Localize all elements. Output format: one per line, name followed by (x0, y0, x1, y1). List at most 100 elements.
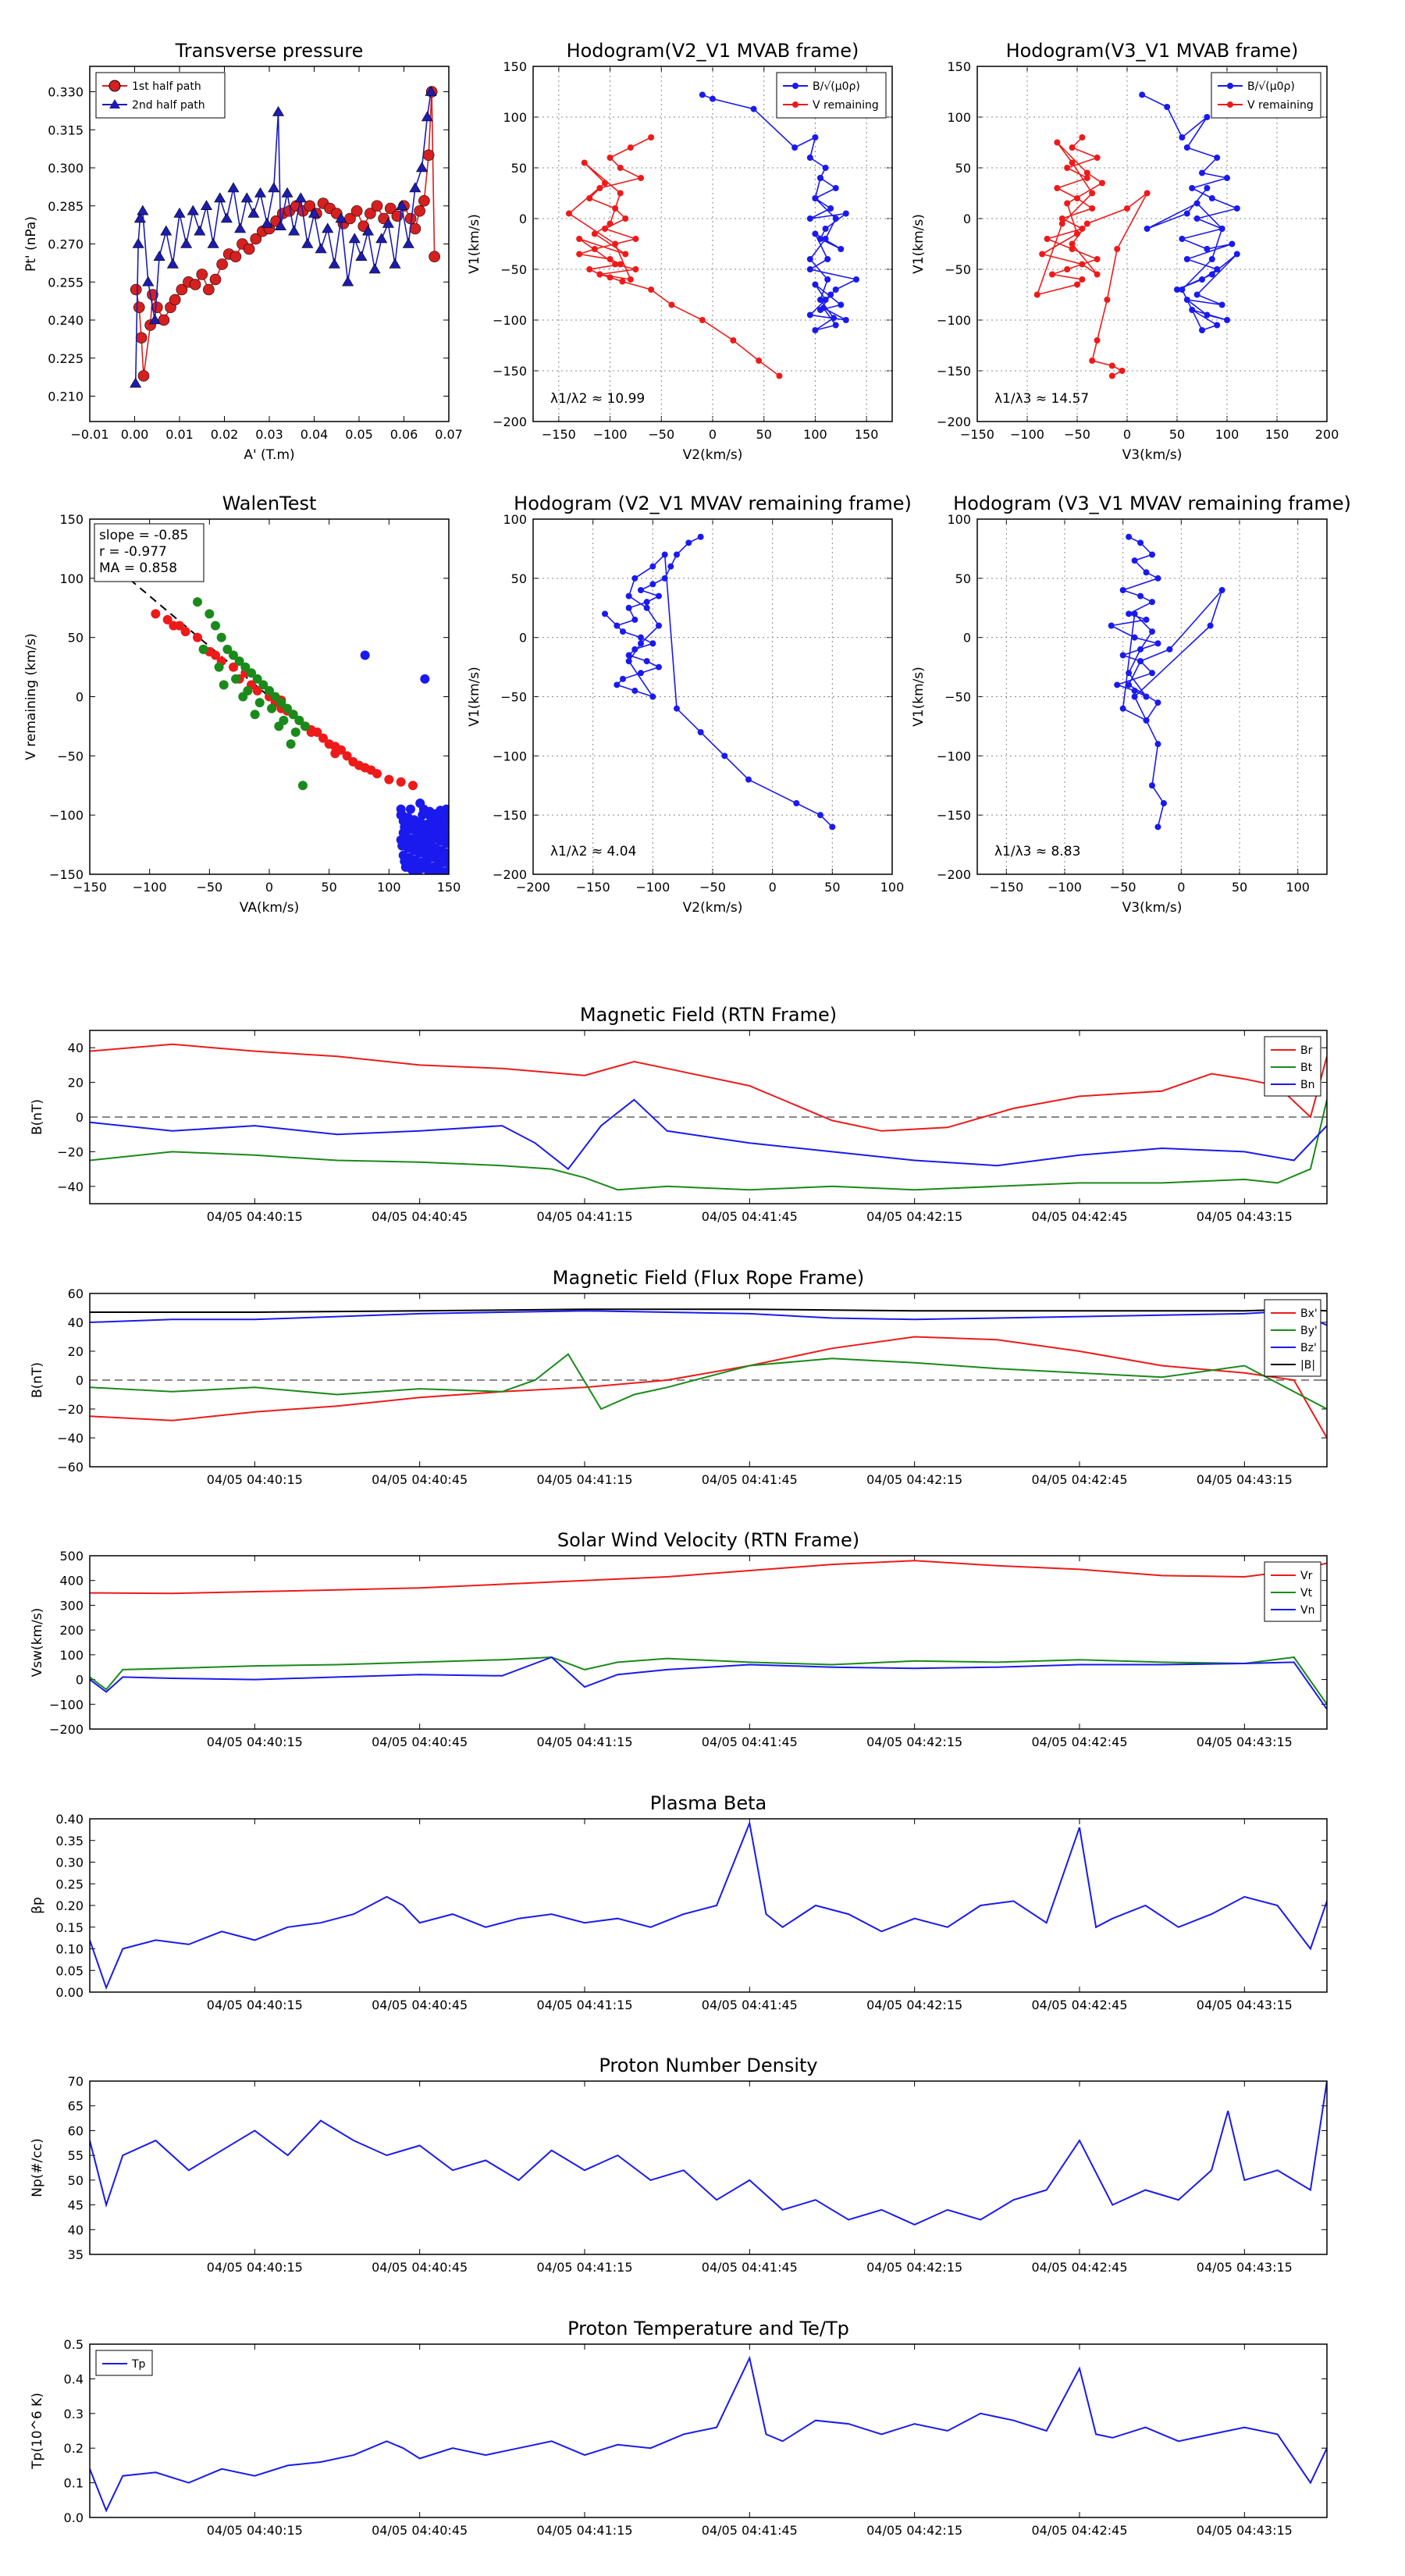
data-point (1149, 670, 1155, 677)
data-point (1143, 569, 1150, 576)
plot-frame (89, 1293, 1328, 1468)
data-point (1183, 297, 1190, 303)
data-point (194, 225, 206, 236)
data-point (806, 215, 813, 222)
data-point (286, 739, 296, 749)
x-tick-label: 0.04 (301, 427, 329, 442)
legend-label: 1st half path (132, 80, 201, 93)
data-point (638, 634, 644, 641)
chart-ts_np: Proton Number Density 04/05 04:40:15 04/05… (30, 2055, 1328, 2275)
legend-box (95, 72, 226, 119)
data-point (643, 658, 650, 664)
data-point (301, 721, 310, 731)
x-tick-label: −50 (196, 880, 222, 895)
data-point (1229, 240, 1236, 247)
x-tick-label: 04/05 04:42:15 (866, 1998, 962, 2012)
plot-area (90, 1308, 1327, 1439)
y-tick-label: 0.255 (48, 275, 84, 290)
x-tick-label: 100 (1215, 427, 1240, 442)
x-tick-label: 04/05 04:41:15 (536, 1472, 632, 1487)
data-point (250, 233, 262, 245)
x-tick-label: 150 (1265, 427, 1289, 442)
data-point (612, 261, 619, 268)
y-tick-label: −200 (937, 867, 971, 882)
data-point (234, 222, 247, 233)
data-point (1224, 317, 1230, 323)
data-point (261, 217, 273, 228)
data-point (176, 283, 188, 296)
y-tick-label: 0.20 (55, 1898, 84, 1913)
data-point (1166, 646, 1173, 653)
data-point (1074, 281, 1080, 288)
data-point (1074, 195, 1080, 201)
data-point (812, 230, 819, 237)
data-point (1033, 291, 1040, 298)
data-point (649, 640, 656, 647)
x-tick-label: −100 (635, 880, 670, 895)
data-point (612, 205, 619, 212)
data-point (631, 646, 638, 653)
x-tick-label: 04/05 04:40:45 (372, 1998, 468, 2012)
x-tick-label: 04/05 04:42:15 (866, 1472, 962, 1487)
data-point (674, 705, 680, 712)
eigen-ratio-label: λ1/λ3 ≈ 14.57 (994, 391, 1089, 407)
data-point (668, 301, 675, 308)
chart-p_h31r: Hodogram (V3_V1 MVAV remaining frame) −15… (911, 493, 1351, 916)
series-line (567, 137, 780, 377)
y-tick-label: 50 (511, 161, 527, 176)
data-point (793, 800, 800, 806)
plot-frame (89, 1555, 1328, 1730)
data-point (1131, 687, 1138, 694)
data-point (200, 200, 213, 210)
data-point (402, 237, 414, 248)
data-point (267, 703, 277, 713)
data-point (375, 233, 388, 244)
plot-frame (89, 66, 450, 422)
y-tick-label: 20 (68, 1076, 84, 1091)
chart-title: Proton Temperature and Te/Tp (567, 2318, 849, 2339)
data-point (207, 237, 219, 248)
data-point (227, 182, 240, 193)
data-point (268, 182, 280, 193)
data-point (1083, 175, 1090, 181)
y-tick-label: 0.330 (48, 85, 84, 100)
data-point (625, 604, 632, 611)
data-point (631, 575, 638, 582)
stats-line: slope = -0.85 (99, 528, 188, 543)
data-point (355, 251, 368, 261)
x-tick-label: 04/05 04:43:15 (1197, 1209, 1293, 1224)
plot-area (1033, 91, 1240, 379)
data-point (335, 212, 347, 223)
data-point (1094, 256, 1101, 262)
data-point (272, 105, 285, 116)
x-tick-label: 0.06 (390, 427, 418, 442)
data-point (612, 240, 619, 247)
data-point (1131, 610, 1138, 617)
x-tick-label: 04/05 04:41:15 (536, 2260, 632, 2275)
data-point (1108, 622, 1115, 629)
plot-frame (89, 1818, 1328, 1993)
data-point (405, 804, 415, 814)
y-axis-label: V1(km/s) (911, 214, 927, 274)
data-point (288, 225, 301, 236)
data-point (638, 640, 644, 647)
y-tick-label: 400 (59, 1574, 84, 1589)
data-point (1089, 190, 1096, 197)
data-point (421, 111, 433, 122)
data-point (827, 291, 834, 298)
x-tick-label: 150 (855, 427, 879, 442)
data-point (1174, 286, 1180, 293)
data-point (625, 592, 632, 600)
data-point (297, 781, 308, 791)
x-tick-label: −100 (1010, 427, 1044, 442)
x-tick-label: 04/05 04:42:45 (1031, 1209, 1127, 1224)
data-point (1094, 337, 1101, 343)
data-point (1143, 616, 1150, 623)
data-point (1064, 266, 1071, 272)
data-point (827, 205, 834, 212)
data-point (1044, 236, 1051, 242)
data-point (596, 271, 603, 278)
data-point (1054, 139, 1061, 146)
x-tick-label: 04/05 04:43:15 (1197, 2523, 1293, 2538)
y-tick-label: 50 (955, 571, 971, 586)
